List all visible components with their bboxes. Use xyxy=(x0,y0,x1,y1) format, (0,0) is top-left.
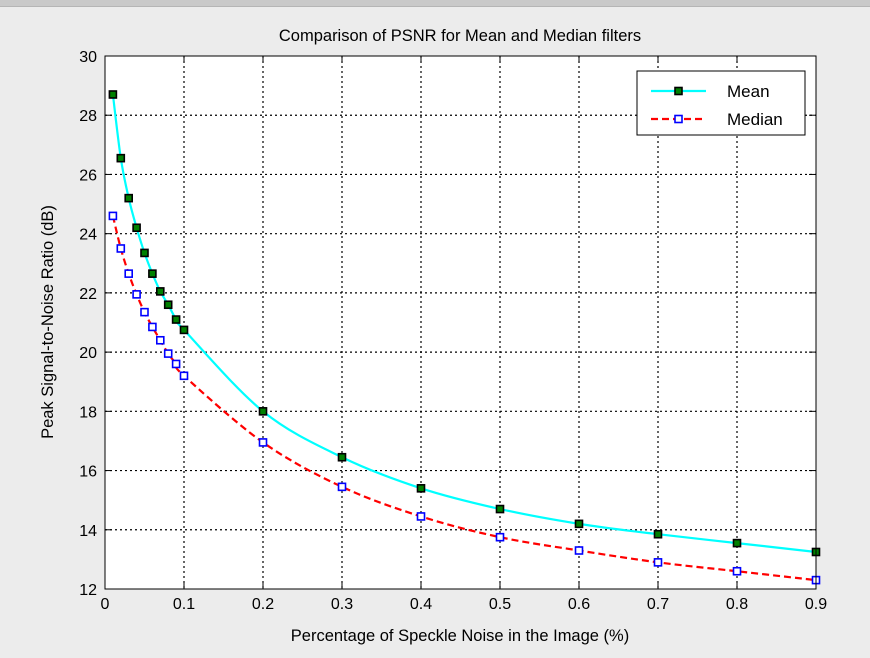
mean-data-point xyxy=(732,538,742,548)
median-data-point xyxy=(156,335,165,345)
y-tick-label: 18 xyxy=(79,404,97,421)
y-tick-label: 26 xyxy=(79,167,97,184)
axis-ticks: 0 0.1 0.2 0.3 0.4 0.5 0.6 0.7 0.8 0.9 12 14 16 18 20 22… xyxy=(79,49,827,613)
median-data-point xyxy=(732,566,742,576)
mean-data-point xyxy=(179,325,189,335)
median-data-point xyxy=(495,532,505,542)
mean-data-point xyxy=(132,223,141,233)
series-layer xyxy=(108,90,821,585)
mean-data-point xyxy=(337,452,347,462)
y-tick-label: 22 xyxy=(79,286,97,303)
mean-data-point xyxy=(156,287,165,296)
x-axis-label: Percentage of Speckle Noise in the Image… xyxy=(291,627,629,645)
median-data-point xyxy=(148,322,157,332)
y-tick-label: 12 xyxy=(79,582,97,599)
median-data-point xyxy=(140,307,149,317)
mean-data-point xyxy=(416,484,426,493)
median-data-point xyxy=(416,512,426,521)
median-data-point xyxy=(116,244,126,253)
y-tick-label: 28 xyxy=(79,108,97,125)
median-data-point xyxy=(337,482,347,492)
axes-box xyxy=(104,55,817,590)
x-tick-label: 0.2 xyxy=(252,596,274,613)
median-data-point xyxy=(574,546,584,555)
x-tick-label: 0.5 xyxy=(489,596,511,613)
x-tick-label: 0.8 xyxy=(726,596,748,613)
median-data-point xyxy=(258,438,268,447)
mean-data-point xyxy=(653,529,663,539)
median-data-point xyxy=(171,359,181,369)
window-top-border xyxy=(0,0,870,7)
median-data-point xyxy=(163,349,173,358)
median-data-point xyxy=(124,269,133,278)
mean-data-point xyxy=(574,519,584,529)
mean-data-point xyxy=(108,90,118,99)
mean-data-point xyxy=(171,315,181,324)
median-data-point xyxy=(179,371,189,381)
x-tick-label: 0.1 xyxy=(173,596,195,613)
mean-data-point xyxy=(140,248,149,258)
mean-data-point xyxy=(148,269,157,278)
y-tick-label: 20 xyxy=(79,345,97,362)
legend-median-marker xyxy=(674,114,683,124)
chart-title: Comparison of PSNR for Mean and Median f… xyxy=(279,27,641,45)
y-tick-label: 24 xyxy=(79,227,97,244)
legend: Mean Median xyxy=(636,70,806,136)
plot-area xyxy=(105,56,816,589)
mean-data-point xyxy=(124,193,133,203)
x-tick-label: 0.6 xyxy=(568,596,590,613)
legend-box xyxy=(636,70,806,136)
legend-median-label: Median xyxy=(727,110,783,129)
legend-mean-marker xyxy=(674,86,683,96)
x-tick-label: 0.9 xyxy=(805,596,827,613)
y-axis-label: Peak Signal-to-Noise Ratio (dB) xyxy=(39,205,57,439)
x-tick-label: 0.4 xyxy=(410,596,432,613)
x-tick-label: 0.3 xyxy=(331,596,353,613)
median-data-point xyxy=(653,558,663,567)
mean-data-point xyxy=(163,300,173,310)
median-data-point xyxy=(132,290,141,299)
x-tick-label: 0.7 xyxy=(647,596,669,613)
mean-data-point xyxy=(258,407,268,416)
x-tick-label: 0 xyxy=(101,596,110,613)
grid-lines xyxy=(105,56,816,589)
legend-mean-label: Mean xyxy=(727,82,770,101)
y-tick-label: 16 xyxy=(79,464,97,481)
mean-data-point xyxy=(495,504,505,514)
mean-data-point xyxy=(116,153,126,163)
median-data-point xyxy=(108,211,118,221)
y-tick-label: 30 xyxy=(79,49,97,66)
y-tick-label: 14 xyxy=(79,523,97,540)
